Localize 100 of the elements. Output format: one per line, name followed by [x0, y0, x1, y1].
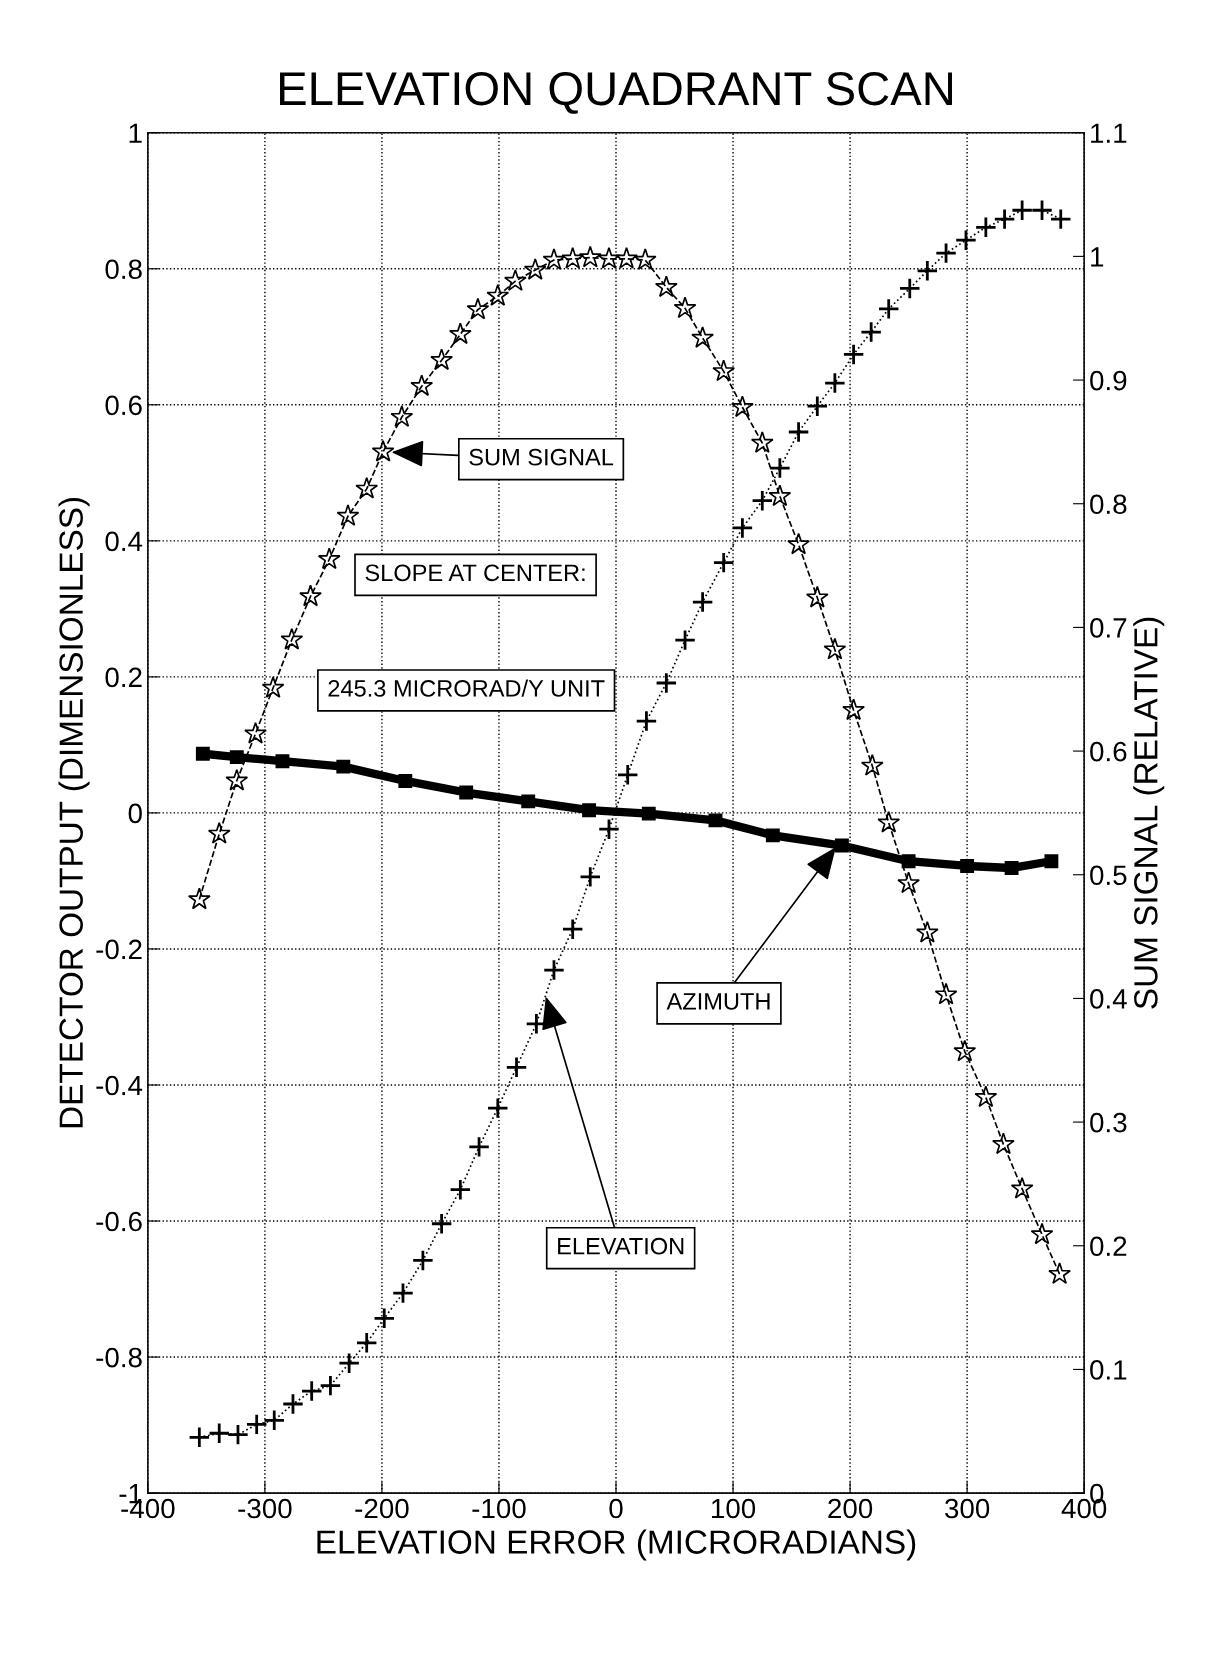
point: [1030, 1222, 1054, 1245]
y-tick-label: -0.2: [96, 939, 142, 960]
point: [1030, 199, 1054, 222]
point: [934, 242, 958, 265]
point: [187, 887, 211, 910]
annotation: ELEVATION: [558, 1237, 684, 1255]
y2-tick-label: 1: [1091, 247, 1104, 267]
point: [1044, 854, 1059, 869]
point: [355, 1331, 378, 1354]
point: [373, 1307, 396, 1330]
point: [542, 248, 566, 270]
point: [391, 1282, 415, 1305]
point: [731, 516, 754, 540]
point: [834, 838, 849, 853]
point: [898, 277, 921, 300]
point: [466, 297, 490, 320]
y-tick-label: 0.2: [105, 667, 142, 688]
point: [712, 551, 735, 574]
y2-tick-label: 0.9: [1090, 370, 1127, 391]
point: [615, 246, 638, 269]
point: [842, 698, 865, 721]
point: [542, 958, 566, 982]
point: [229, 750, 244, 765]
point: [616, 763, 639, 786]
point: [673, 296, 697, 319]
point: [579, 865, 602, 888]
point: [503, 269, 527, 291]
point: [390, 405, 414, 427]
point: [338, 1352, 361, 1375]
point: [430, 348, 454, 371]
point: [371, 439, 395, 462]
point: [751, 489, 774, 512]
annotation: SUM SIGNAL: [469, 448, 614, 466]
point: [915, 920, 939, 943]
point: [691, 590, 714, 614]
point: [410, 374, 434, 397]
point: [582, 803, 597, 818]
point: [1010, 1176, 1034, 1199]
y2-tick-label: 0.1: [1090, 1360, 1127, 1380]
y2-tick-label: 0.3: [1090, 1112, 1127, 1133]
point: [281, 1392, 305, 1416]
y2-tick-label: 0.7: [1090, 618, 1127, 638]
point: [336, 504, 360, 526]
point: [1049, 207, 1072, 231]
point: [635, 709, 658, 733]
point: [195, 746, 210, 761]
point: [521, 794, 536, 809]
point: [300, 1379, 323, 1403]
point: [708, 813, 723, 828]
point: [805, 585, 829, 608]
point: [188, 1426, 211, 1449]
point: [261, 676, 285, 698]
point: [750, 431, 774, 453]
point: [993, 207, 1016, 231]
y2-axis-title: SUM SIGNAL (RELATIVE): [1133, 617, 1165, 1009]
point: [505, 1056, 528, 1079]
y-tick-label: 0.8: [105, 259, 142, 280]
point: [712, 359, 736, 382]
y2-tick-label: 0.4: [1090, 989, 1127, 1009]
point: [934, 982, 958, 1005]
point: [974, 1085, 998, 1108]
point: [641, 806, 656, 821]
point: [823, 637, 847, 660]
point: [523, 258, 547, 280]
x-axis-title: ELEVATION ERROR (MICRORADIANS): [317, 1529, 916, 1561]
y2-tick-label: 1.1: [1091, 123, 1127, 143]
point: [842, 343, 865, 366]
point: [654, 275, 678, 298]
point: [430, 1212, 453, 1235]
y2-tick-label: 0.2: [1090, 1236, 1127, 1257]
point: [731, 395, 754, 418]
point: [411, 1249, 434, 1272]
point: [633, 248, 657, 270]
point: [916, 259, 939, 282]
x-tick-label: 0: [609, 1498, 623, 1519]
point: [226, 1423, 250, 1446]
y2-tick-label: 0.5: [1090, 865, 1127, 886]
point: [901, 854, 916, 869]
point: [765, 828, 780, 843]
y-tick-label: -0.6: [96, 1211, 142, 1232]
point: [768, 484, 792, 507]
point: [398, 773, 413, 788]
point: [877, 297, 900, 320]
point: [897, 871, 921, 894]
y2-tick-label: 0.8: [1090, 494, 1127, 515]
y-tick-label: -0.4: [96, 1075, 143, 1096]
point: [1048, 1262, 1071, 1285]
x-tick-label: 100: [711, 1498, 756, 1519]
point: [448, 322, 472, 345]
annotation: AZIMUTH: [666, 993, 770, 1010]
y2-tick-label: 0.6: [1090, 741, 1127, 762]
point: [673, 629, 697, 652]
point: [319, 1374, 342, 1397]
point: [806, 395, 829, 418]
point: [597, 818, 621, 841]
x-tick-label: 200: [828, 1498, 873, 1519]
point: [245, 1413, 268, 1436]
y-tick-label: 1: [129, 123, 142, 143]
point: [244, 721, 267, 744]
point: [787, 532, 810, 555]
